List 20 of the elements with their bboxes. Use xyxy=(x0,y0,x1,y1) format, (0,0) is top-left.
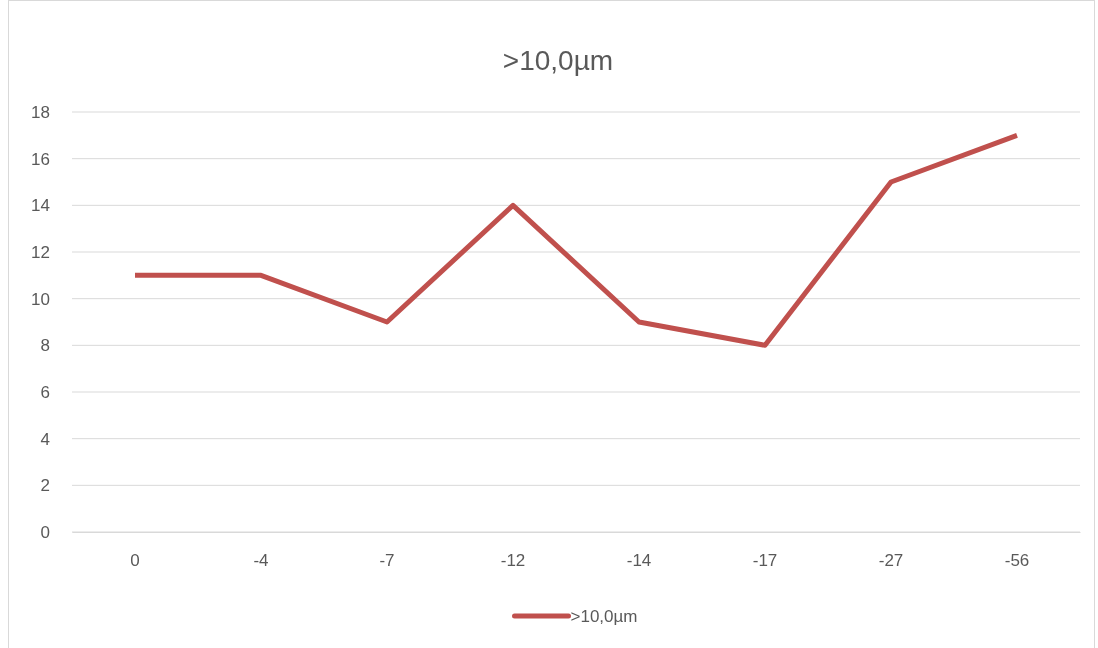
y-tick-label: 2 xyxy=(40,476,50,496)
y-tick-label: 10 xyxy=(31,289,50,309)
y-tick-label: 18 xyxy=(31,102,50,122)
y-tick-label: 0 xyxy=(40,522,50,542)
x-tick-label: -14 xyxy=(626,551,652,571)
x-tick-label: -27 xyxy=(878,551,904,571)
chart-title: >10,0µm xyxy=(502,45,614,76)
x-tick-label: -4 xyxy=(253,551,269,571)
x-tick-label: -12 xyxy=(500,551,526,571)
x-tick-label: -56 xyxy=(1004,551,1030,571)
y-tick-label: 16 xyxy=(31,149,50,169)
y-tick-label: 12 xyxy=(31,242,50,262)
y-tick-label: 6 xyxy=(40,382,50,402)
y-tick-label: 8 xyxy=(40,336,50,356)
x-tick-label: 0 xyxy=(130,551,140,571)
legend-label: >10,0µm xyxy=(570,607,638,626)
x-tick-label: -7 xyxy=(379,551,395,571)
x-tick-label: -17 xyxy=(752,551,778,571)
y-tick-label: 4 xyxy=(40,429,50,449)
y-tick-label: 14 xyxy=(31,196,50,216)
